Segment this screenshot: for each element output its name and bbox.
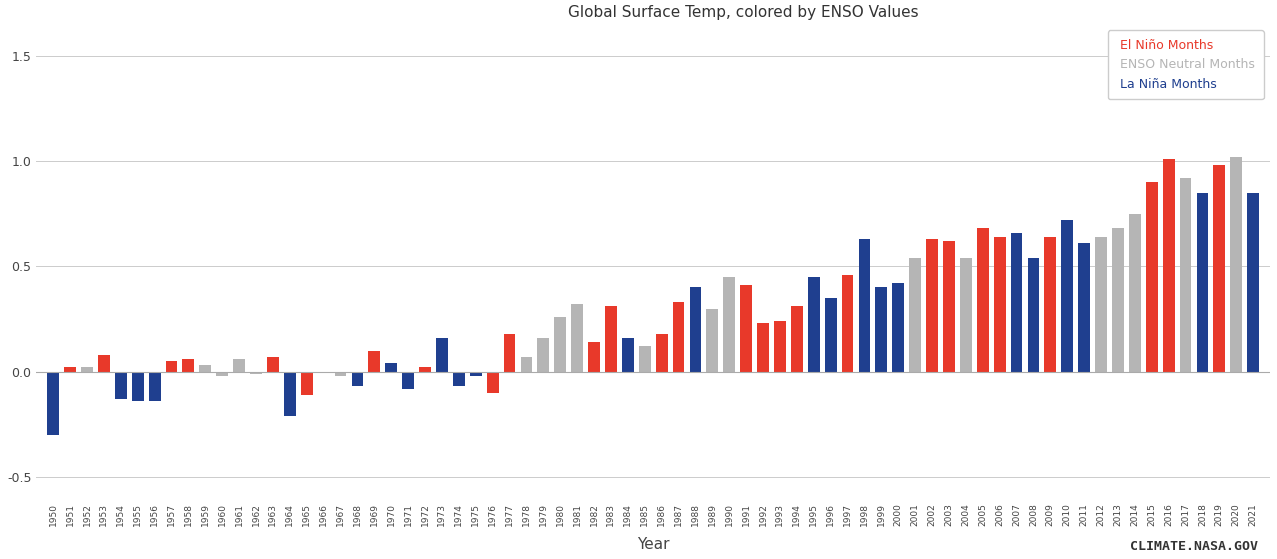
Bar bbox=[115, 372, 126, 399]
Bar bbox=[741, 285, 752, 372]
Bar bbox=[234, 359, 245, 372]
Bar bbox=[554, 317, 566, 372]
Bar bbox=[977, 229, 988, 372]
Bar bbox=[250, 372, 262, 374]
Bar bbox=[453, 372, 465, 386]
Bar bbox=[589, 342, 600, 372]
Bar bbox=[199, 366, 211, 372]
Bar bbox=[757, 323, 769, 372]
Bar bbox=[64, 367, 77, 372]
Bar bbox=[825, 298, 836, 372]
Bar bbox=[1028, 258, 1039, 372]
Bar bbox=[470, 372, 481, 376]
Bar bbox=[98, 355, 110, 372]
Bar bbox=[216, 372, 229, 376]
Bar bbox=[994, 237, 1005, 372]
Bar bbox=[132, 372, 143, 401]
Bar bbox=[148, 372, 161, 401]
Bar bbox=[1180, 178, 1191, 372]
Bar bbox=[1248, 193, 1259, 372]
Bar bbox=[571, 304, 584, 372]
Bar bbox=[521, 357, 533, 372]
Bar bbox=[1145, 182, 1158, 372]
Bar bbox=[790, 306, 803, 372]
Bar bbox=[1061, 220, 1073, 372]
Bar bbox=[909, 258, 921, 372]
Bar bbox=[368, 350, 381, 372]
Bar bbox=[1213, 165, 1225, 372]
Text: Global Surface Temp, colored by ENSO Values: Global Surface Temp, colored by ENSO Val… bbox=[568, 5, 918, 20]
Bar bbox=[1197, 193, 1208, 372]
Bar bbox=[1230, 157, 1243, 372]
Bar bbox=[283, 372, 296, 416]
Bar bbox=[1112, 229, 1124, 372]
Bar bbox=[419, 367, 430, 372]
Bar bbox=[351, 372, 364, 386]
Bar bbox=[876, 287, 888, 372]
Bar bbox=[1163, 159, 1175, 372]
Bar bbox=[386, 363, 397, 372]
Bar bbox=[267, 357, 278, 372]
Bar bbox=[1045, 237, 1056, 372]
Bar bbox=[1010, 233, 1023, 372]
Bar bbox=[622, 338, 633, 372]
Bar bbox=[1096, 237, 1107, 372]
Bar bbox=[183, 359, 194, 372]
Bar bbox=[926, 239, 939, 372]
Bar bbox=[1129, 214, 1140, 372]
Legend: El Niño Months, ENSO Neutral Months, La Niña Months: El Niño Months, ENSO Neutral Months, La … bbox=[1107, 30, 1264, 100]
Bar bbox=[487, 372, 498, 393]
Bar bbox=[774, 321, 785, 372]
Bar bbox=[673, 302, 684, 372]
Bar bbox=[503, 334, 516, 372]
Bar bbox=[335, 372, 346, 376]
Bar bbox=[942, 241, 955, 372]
Bar bbox=[893, 283, 904, 372]
Bar bbox=[82, 367, 93, 372]
Bar bbox=[435, 338, 448, 372]
Bar bbox=[638, 347, 651, 372]
Bar bbox=[808, 277, 820, 372]
Bar bbox=[538, 338, 549, 372]
Bar bbox=[605, 306, 617, 372]
Bar bbox=[858, 239, 871, 372]
Bar bbox=[166, 361, 178, 372]
Bar bbox=[47, 372, 59, 435]
X-axis label: Year: Year bbox=[637, 537, 669, 552]
Bar bbox=[402, 372, 414, 389]
Bar bbox=[690, 287, 701, 372]
Bar bbox=[706, 309, 718, 372]
Bar bbox=[655, 334, 668, 372]
Bar bbox=[842, 275, 853, 372]
Bar bbox=[301, 372, 313, 395]
Bar bbox=[1078, 243, 1091, 372]
Bar bbox=[723, 277, 736, 372]
Bar bbox=[960, 258, 972, 372]
Text: CLIMATE.NASA.GOV: CLIMATE.NASA.GOV bbox=[1130, 541, 1258, 553]
